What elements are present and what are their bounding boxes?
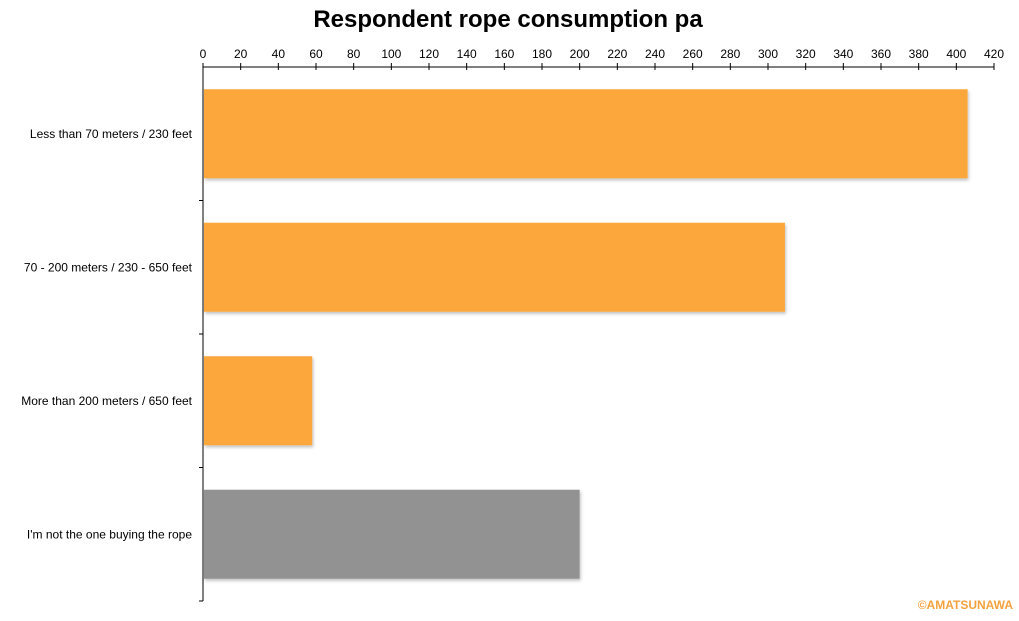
x-tick-label: 400	[946, 47, 966, 61]
category-label: I'm not the one buying the rope	[27, 527, 192, 541]
bar	[204, 489, 580, 579]
x-tick-label: 420	[984, 47, 1004, 61]
x-tick-label: 40	[272, 47, 286, 61]
x-tick-label: 220	[607, 47, 627, 61]
x-tick-label: 20	[234, 47, 248, 61]
x-tick-label: 60	[309, 47, 323, 61]
x-tick-label: 340	[833, 47, 853, 61]
watermark: ©AMATSUNAWA	[917, 598, 1013, 612]
x-tick-label: 80	[347, 47, 361, 61]
category-label: More than 200 meters / 650 feet	[21, 394, 192, 408]
x-tick-label: 280	[720, 47, 740, 61]
x-tick-label: 0	[200, 47, 207, 61]
bar	[204, 89, 968, 179]
x-tick-label: 180	[532, 47, 552, 61]
x-tick-label: 120	[419, 47, 439, 61]
x-tick-label: 200	[570, 47, 590, 61]
x-tick-label: 300	[758, 47, 778, 61]
category-label: Less than 70 meters / 230 feet	[30, 127, 193, 141]
bar	[204, 222, 785, 312]
x-tick-label: 240	[645, 47, 665, 61]
x-tick-label: 360	[871, 47, 891, 61]
bar	[204, 356, 313, 446]
x-tick-label: 100	[381, 47, 401, 61]
chart-title: Respondent rope consumption pa	[313, 6, 703, 33]
x-tick-label: 160	[494, 47, 514, 61]
x-tick-label: 320	[796, 47, 816, 61]
x-tick-label: 380	[909, 47, 929, 61]
x-tick-label: 140	[457, 47, 477, 61]
x-tick-label: 260	[683, 47, 703, 61]
category-label: 70 - 200 meters / 230 - 650 feet	[24, 260, 193, 274]
